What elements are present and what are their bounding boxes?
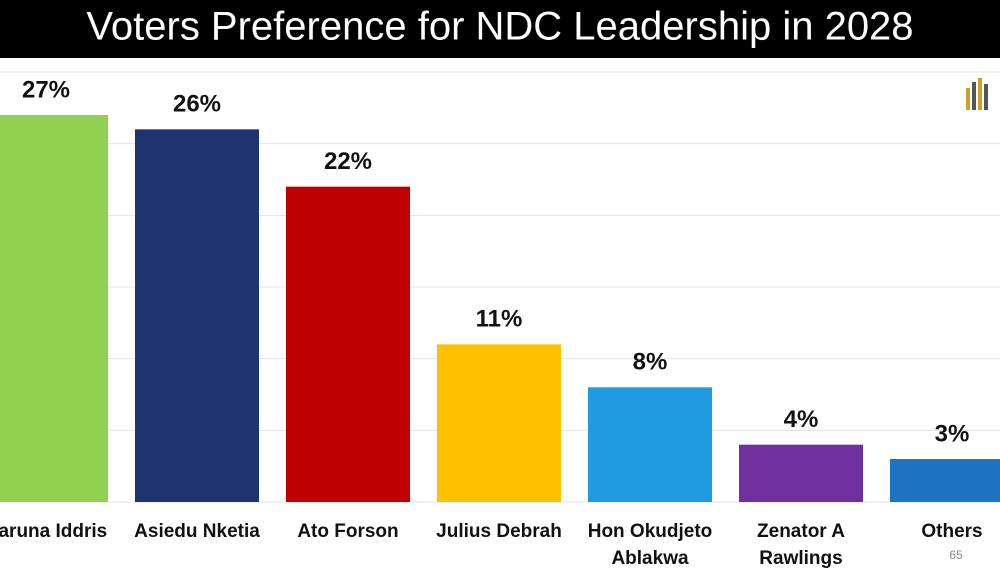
x-tick-label: Ato Forson [297,521,398,542]
bar [890,459,1000,502]
x-tick-label: Ablakwa [611,548,689,569]
value-label: 27% [22,76,70,103]
bar [286,186,410,502]
value-label: 11% [476,306,523,333]
slide-number: 65 [949,548,963,562]
bar [135,129,259,503]
chart-title: Voters Preference for NDC Leadership in … [86,5,913,49]
value-label: 3% [935,420,970,447]
value-label: 8% [633,349,668,376]
x-tick-label: Haruna Iddris [0,521,107,542]
bar [0,115,108,502]
bar [739,444,863,502]
x-tick-label: Julius Debrah [436,521,562,542]
value-label: 26% [173,91,221,118]
title-banner [0,0,1000,58]
value-label: 22% [324,148,372,175]
logo [966,78,988,110]
bar [437,344,561,502]
x-tick-label: Zenator A [757,521,845,542]
x-tick-label: Asiedu Nketia [134,521,260,542]
x-tick-label: Others [921,521,982,542]
x-tick-label: Hon Okudjeto [588,521,713,542]
bar [588,387,712,502]
value-label: 4% [784,406,819,433]
x-tick-label: Rawlings [759,548,842,569]
